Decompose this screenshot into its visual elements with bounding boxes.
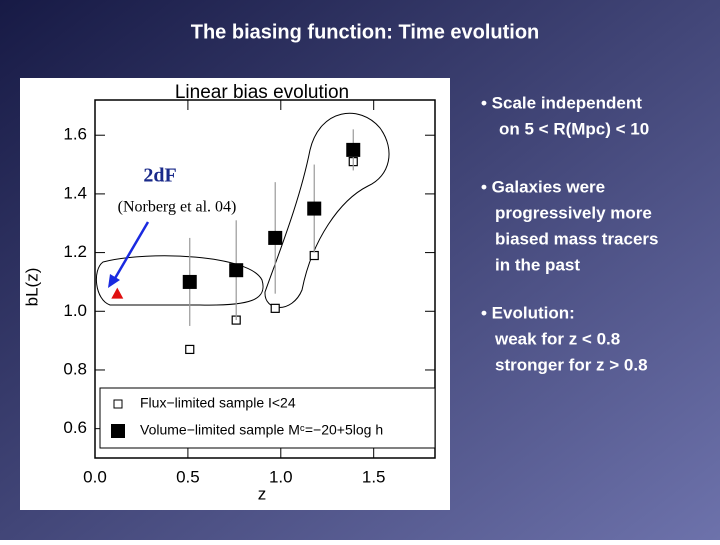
outline <box>95 255 264 306</box>
bullet-line: stronger for z > 0.8 <box>495 355 648 374</box>
outline <box>264 112 390 308</box>
point <box>307 201 322 216</box>
point <box>185 344 195 355</box>
y-tick-label: 0.8 <box>63 359 87 378</box>
y-tick-label: 1.6 <box>63 125 87 144</box>
annotation: (Norberg et al. 04) <box>118 199 237 216</box>
legend-box <box>99 387 436 449</box>
point <box>182 274 197 289</box>
chart-title: Linear bias evolution <box>175 82 349 103</box>
point <box>309 250 319 261</box>
bullet-line: • Evolution: <box>481 303 575 322</box>
bullet-line: biased mass tracers <box>495 229 659 248</box>
bullet-line: progressively more <box>495 203 652 222</box>
arrow <box>112 221 150 281</box>
y-tick-label: 1.4 <box>63 183 87 202</box>
x-tick-label: 0.5 <box>176 467 200 486</box>
bullets: • Scale independent on 5 < R(Mpc) < 10 • G… <box>481 93 659 374</box>
y-tick-label: 0.6 <box>63 418 87 437</box>
x-tick-label: 0.0 <box>83 467 107 486</box>
bullet-line: • Galaxies were <box>481 177 605 196</box>
annotation: 2dF <box>143 165 176 187</box>
legend-swatch <box>113 399 123 409</box>
plot-frame <box>94 99 436 459</box>
legend-label: Volume−limited sample Mᶜ=−20+5log h <box>140 422 383 438</box>
bullet-line: on 5 < R(Mpc) < 10 <box>499 119 649 138</box>
chart: Linear bias evolution z bL(z) 2dF (Norbe… <box>22 82 436 503</box>
bullet-line: in the past <box>495 255 580 274</box>
arrow-head <box>108 274 120 288</box>
x-axis-label: z <box>258 484 267 503</box>
point <box>111 287 124 299</box>
x-tick-label: 1.5 <box>362 467 386 486</box>
y-tick-label: 1.0 <box>63 301 87 320</box>
legend-label: Flux−limited sample I<24 <box>140 395 296 411</box>
bullet-line: weak for z < 0.8 <box>494 329 620 348</box>
y-tick-label: 1.2 <box>63 242 87 261</box>
point <box>229 263 244 278</box>
legend-swatch <box>111 424 125 438</box>
y-axis-label: bL(z) <box>22 268 41 307</box>
point <box>346 142 361 157</box>
point <box>270 303 280 313</box>
slide-title: The biasing function: Time evolution <box>191 21 540 43</box>
bullet-line: • Scale independent <box>481 93 642 112</box>
x-tick-label: 1.0 <box>269 467 293 486</box>
point <box>268 230 283 245</box>
